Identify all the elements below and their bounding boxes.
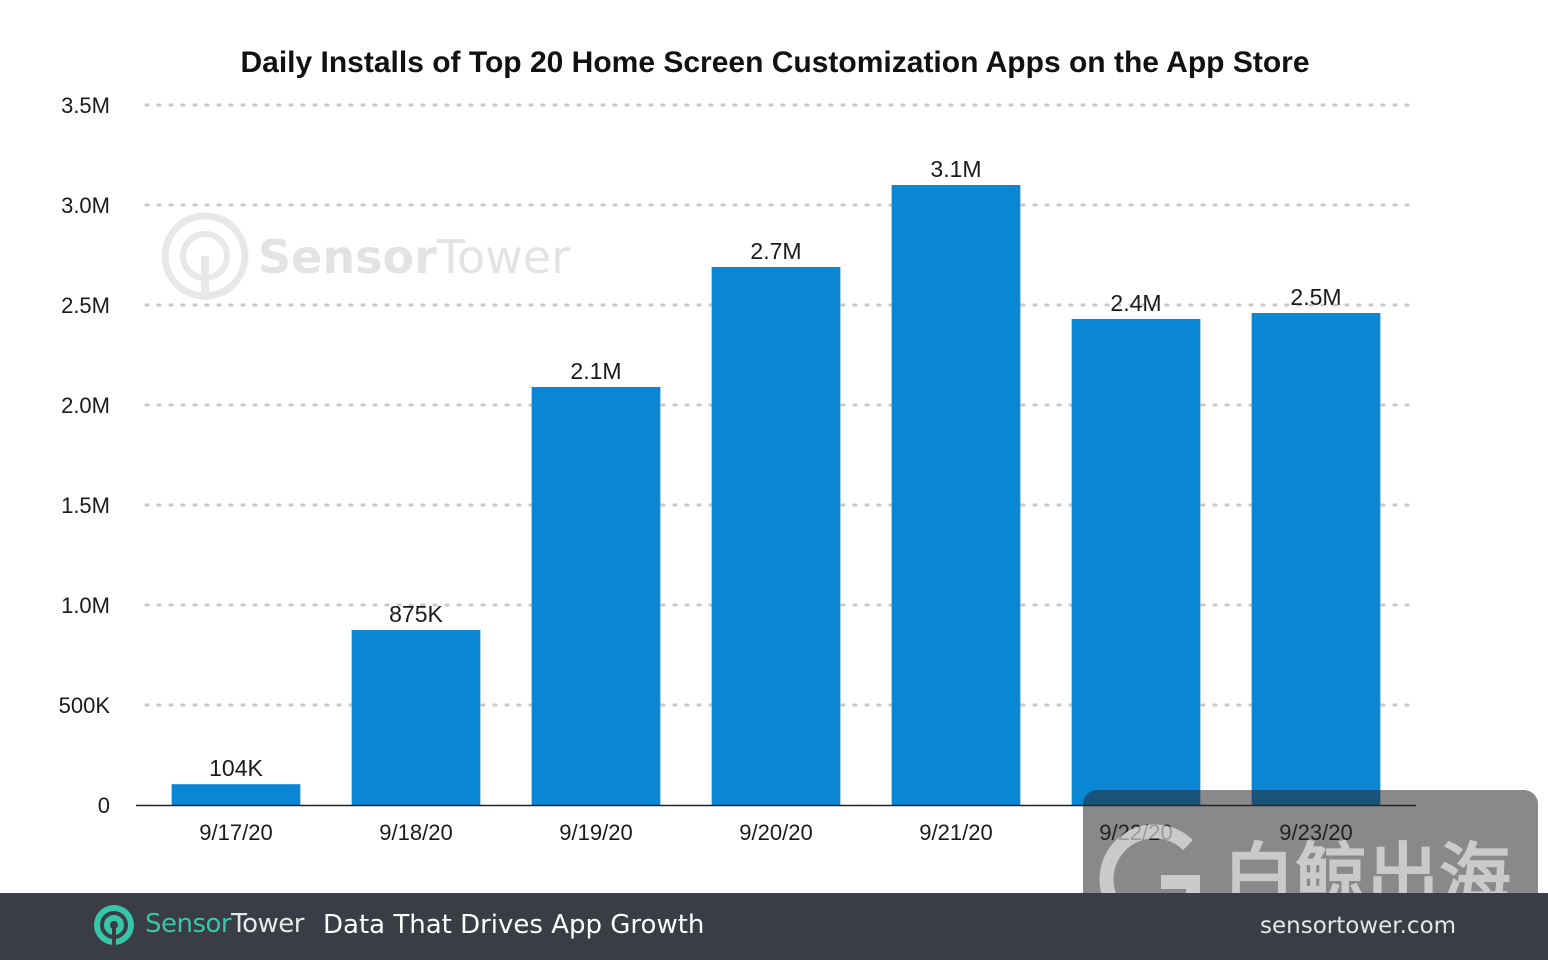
data-label: 2.5M [1290, 284, 1341, 310]
chart-title: Daily Installs of Top 20 Home Screen Cus… [240, 46, 1309, 79]
data-label: 2.1M [570, 358, 621, 384]
y-axis-ticks: 0 500K 1.0M 1.5M 2.0M 2.5M 3.0M 3.5M [59, 93, 111, 818]
y-tick-label: 3.0M [61, 193, 110, 218]
site-watermark-url: sensortower.com [1260, 913, 1457, 939]
footer-brand-part1: Sensor [145, 909, 232, 939]
y-tick-label: 1.0M [61, 593, 110, 618]
data-label: 3.1M [930, 156, 981, 182]
bar [1071, 319, 1201, 805]
sensortower-watermark: SensorTower [161, 212, 570, 300]
x-tick-label: 9/19/20 [559, 820, 632, 845]
x-tick-label: 9/20/20 [739, 820, 812, 845]
y-tick-label: 0 [98, 793, 110, 818]
data-labels: 104K 875K 2.1M 2.7M 3.1M 2.4M 2.5M [209, 156, 1341, 781]
footer-brand: SensorTower [145, 909, 304, 939]
y-tick-label: 3.5M [61, 93, 110, 118]
bar [351, 630, 481, 805]
bar [891, 185, 1021, 805]
y-tick-label: 2.0M [61, 393, 110, 418]
data-label: 104K [209, 755, 263, 781]
footer-tagline: Data That Drives App Growth [323, 910, 705, 940]
footer-brand-part2: Tower [231, 909, 304, 939]
bar-chart: Daily Installs of Top 20 Home Screen Cus… [59, 46, 1416, 845]
y-tick-label: 500K [59, 693, 111, 718]
data-label: 2.4M [1110, 290, 1161, 316]
bar [1251, 313, 1381, 805]
bar [531, 387, 661, 805]
y-tick-label: 1.5M [61, 493, 110, 518]
data-label: 2.7M [750, 238, 801, 264]
bars [171, 185, 1381, 805]
y-tick-label: 2.5M [61, 293, 110, 318]
data-label: 875K [389, 601, 443, 627]
svg-text:SensorTower: SensorTower [258, 230, 570, 284]
sensortower-logo-icon [94, 905, 134, 949]
watermark-brand-part2: Tower [436, 230, 570, 284]
bar [711, 267, 841, 805]
bar [171, 784, 301, 805]
x-tick-label: 9/17/20 [199, 820, 272, 845]
x-tick-label: 9/18/20 [379, 820, 452, 845]
x-tick-label: 9/21/20 [919, 820, 992, 845]
watermark-brand-part1: Sensor [258, 230, 437, 284]
footer-bar: SensorTower Data That Drives App Growth [0, 893, 1548, 960]
